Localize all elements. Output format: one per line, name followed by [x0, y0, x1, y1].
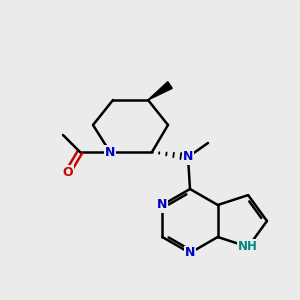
- Text: N: N: [183, 151, 193, 164]
- Text: N: N: [157, 199, 167, 212]
- Text: NH: NH: [238, 240, 258, 254]
- Text: O: O: [63, 166, 73, 178]
- Text: N: N: [185, 247, 195, 260]
- Text: N: N: [105, 146, 115, 158]
- Polygon shape: [148, 82, 172, 100]
